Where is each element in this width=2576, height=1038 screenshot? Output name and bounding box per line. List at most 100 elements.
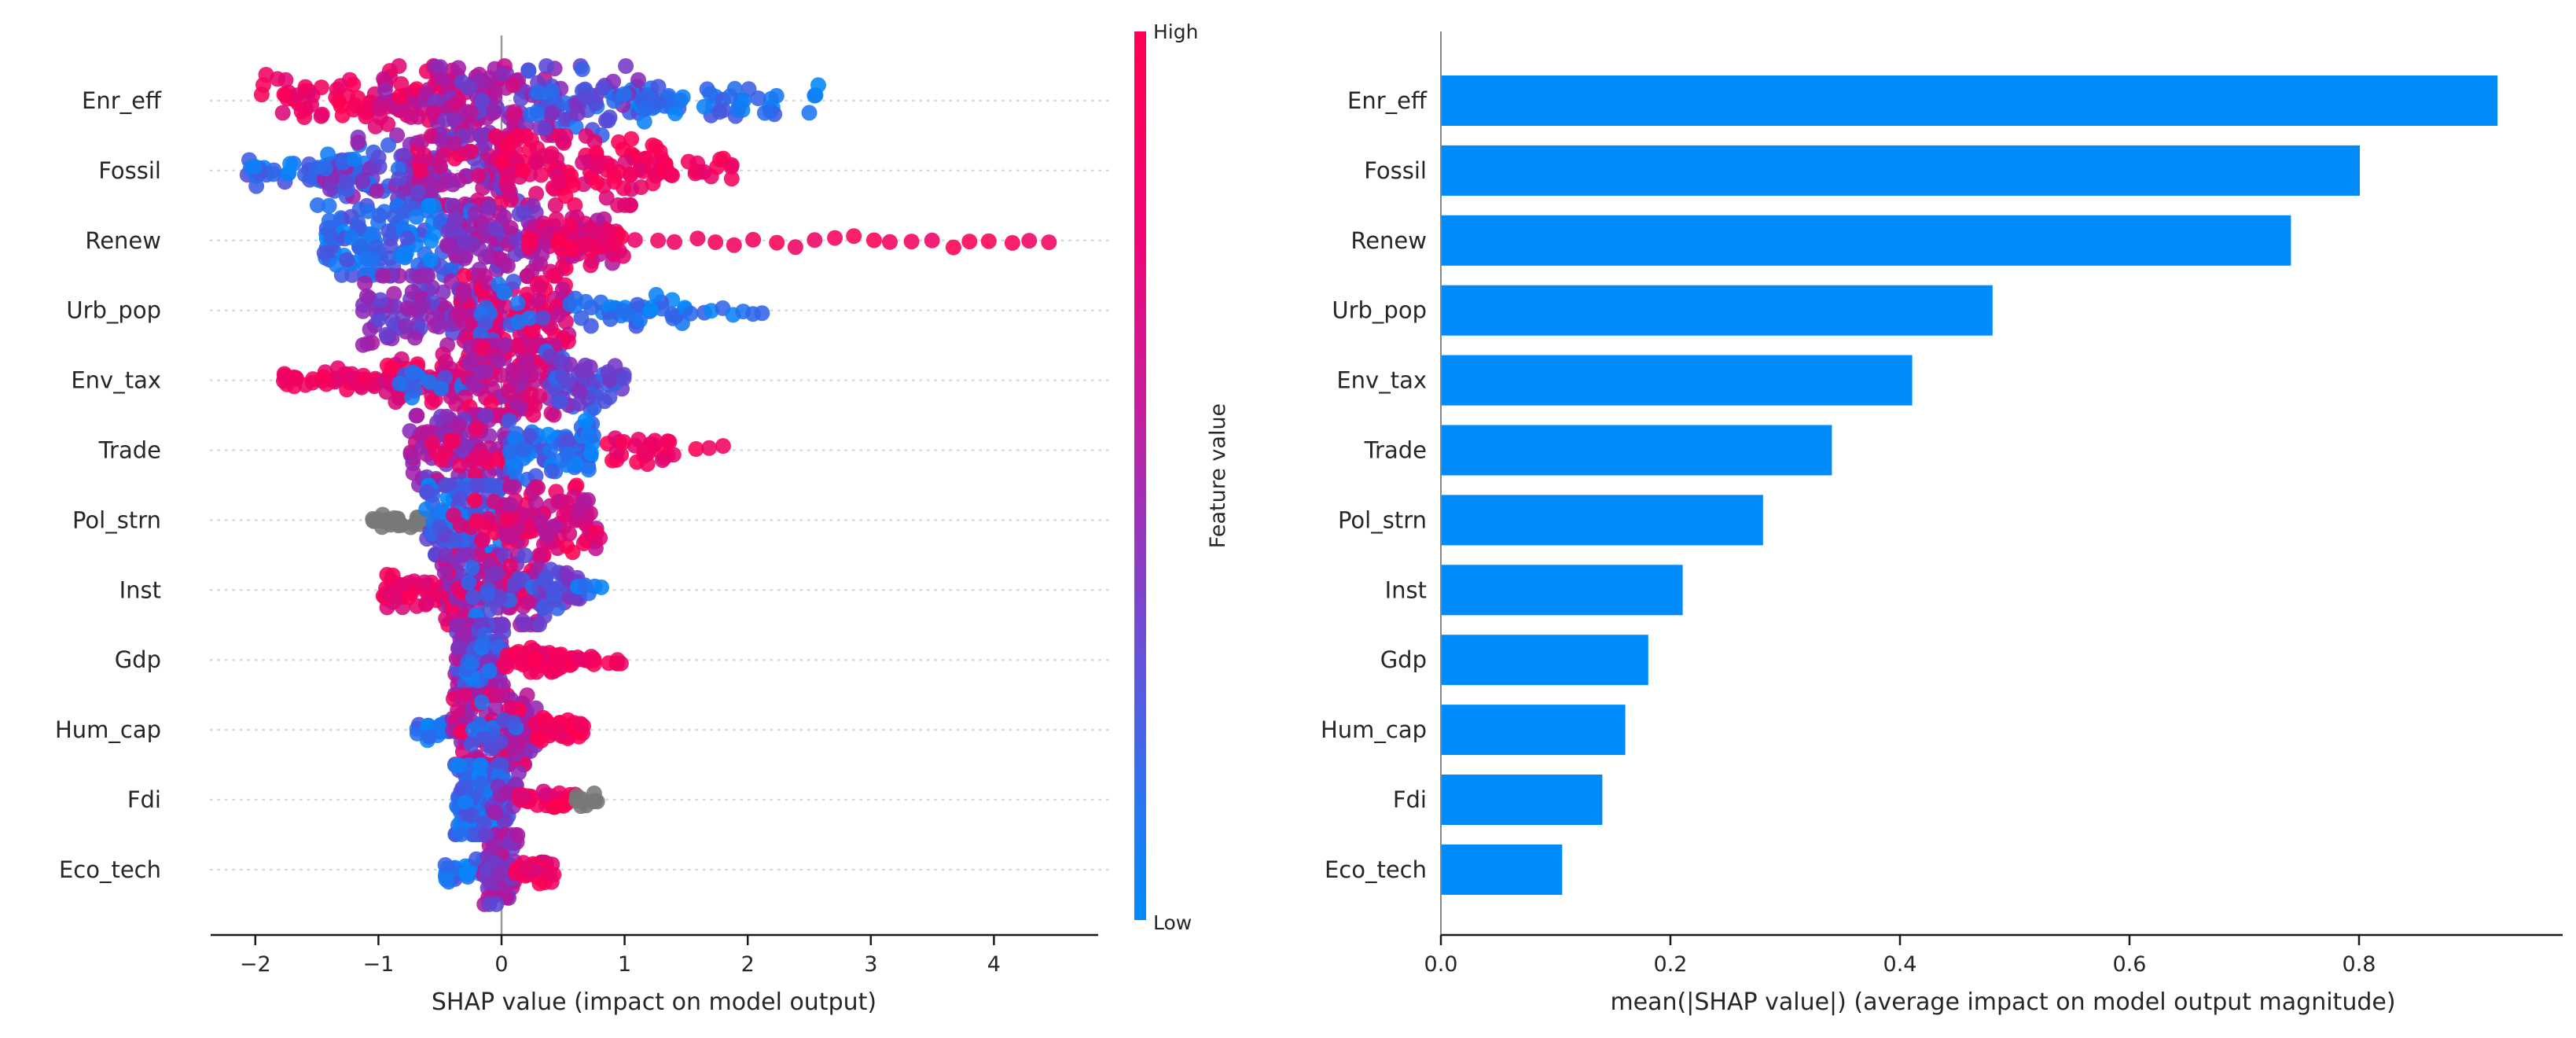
shap-dot — [882, 234, 898, 250]
x-tick-label: 0.2 — [1654, 952, 1688, 977]
shap-dot — [564, 239, 581, 256]
x-tick-label: 3 — [864, 952, 877, 977]
shap-dot — [650, 93, 667, 109]
shap-dot — [282, 156, 299, 172]
bar — [1442, 705, 1626, 756]
shap-dot — [769, 234, 785, 251]
shap-dot — [560, 373, 576, 388]
shap-dot — [369, 182, 384, 199]
shap-dot — [406, 329, 423, 346]
shap-dot — [514, 441, 531, 458]
shap-dot — [487, 221, 504, 237]
shap-dot — [542, 149, 559, 165]
shap-dot — [476, 815, 492, 831]
shap-dot — [532, 513, 549, 528]
shap-dot — [499, 784, 516, 801]
shap-dot — [499, 258, 516, 274]
feature-label: Fdi — [127, 786, 161, 813]
shap-dot — [426, 105, 443, 121]
shap-dot — [410, 183, 427, 200]
feature-label: Enr_eff — [82, 87, 162, 114]
shap-dot — [477, 407, 494, 424]
shap-dot — [310, 197, 325, 213]
shap-dot — [391, 88, 408, 105]
shap-dot — [614, 302, 630, 318]
shap-dot — [801, 105, 818, 121]
shap-dot — [865, 232, 882, 248]
shap-dot — [487, 83, 503, 100]
shap-dot — [346, 151, 362, 167]
x-tick-label: 0.4 — [1883, 952, 1917, 977]
shap-dot — [601, 655, 617, 672]
shap-dot — [496, 208, 513, 225]
shap-dot — [429, 177, 446, 193]
shap-dot — [401, 589, 417, 606]
shap-dot — [454, 826, 469, 842]
shap-dot — [331, 93, 347, 109]
shap-dot — [582, 318, 599, 334]
shap-dot — [585, 650, 601, 667]
shap-dot — [520, 63, 537, 79]
shap-dot — [391, 171, 407, 187]
shap-dot — [595, 79, 612, 96]
shap-dot — [483, 395, 499, 411]
shap-dot — [575, 154, 591, 171]
shap-dot — [592, 530, 608, 547]
shap-dot — [345, 76, 362, 93]
shap-dot — [558, 538, 575, 554]
shap-dot — [475, 636, 491, 653]
shap-dot — [509, 654, 526, 671]
shap-dot — [509, 337, 526, 354]
shap-dot — [616, 86, 632, 102]
shap-dot — [391, 375, 408, 392]
shap-dot — [344, 370, 361, 386]
shap-dot — [317, 160, 333, 177]
shap-dot — [384, 359, 400, 376]
bar — [1442, 215, 2291, 266]
shap-dot — [515, 163, 531, 179]
shap-dot — [450, 304, 467, 321]
shap-dot — [554, 282, 571, 298]
shap-dot — [472, 757, 489, 773]
shap-dot — [517, 863, 534, 879]
shap-dot — [648, 286, 664, 303]
bar — [1442, 355, 1913, 406]
shap-dot — [530, 84, 546, 101]
bar — [1442, 775, 1603, 825]
shap-dot — [511, 764, 527, 781]
shap-dot — [544, 462, 560, 479]
shap-dot — [527, 495, 544, 511]
shap-dot — [451, 458, 468, 473]
shap-dot — [945, 239, 961, 256]
shap-dot — [449, 95, 465, 112]
shap-dot — [535, 709, 551, 726]
feature-label: Gdp — [115, 646, 161, 673]
feature-label: Renew — [85, 227, 161, 254]
shap-dot — [371, 311, 387, 327]
feature-label: Fdi — [1393, 786, 1427, 813]
shap-dot — [616, 370, 632, 386]
shap-dot — [524, 323, 541, 340]
shap-dot — [630, 432, 647, 447]
shap-dot — [559, 565, 575, 581]
shap-dot — [607, 236, 623, 252]
shap-dot — [659, 162, 675, 179]
shap-dot — [458, 794, 474, 811]
shap-dot — [450, 60, 466, 76]
shap-dot — [321, 197, 337, 214]
shap-dot — [439, 408, 455, 425]
shap-dot — [450, 418, 467, 434]
shap-dot — [338, 175, 355, 191]
shap-dot — [399, 245, 414, 261]
shap-dot — [524, 364, 541, 380]
colorbar-high-label: High — [1153, 20, 1198, 43]
shap-dot — [707, 234, 724, 250]
shap-dot — [595, 228, 612, 245]
feature-label: Enr_eff — [1347, 87, 1428, 114]
shap-dot — [696, 164, 712, 180]
shap-dot — [530, 480, 546, 496]
feature-label: Fossil — [1364, 157, 1427, 184]
feature-label: Renew — [1350, 227, 1427, 254]
colorbar-low-label: Low — [1153, 911, 1192, 934]
shap-dot — [357, 275, 373, 292]
